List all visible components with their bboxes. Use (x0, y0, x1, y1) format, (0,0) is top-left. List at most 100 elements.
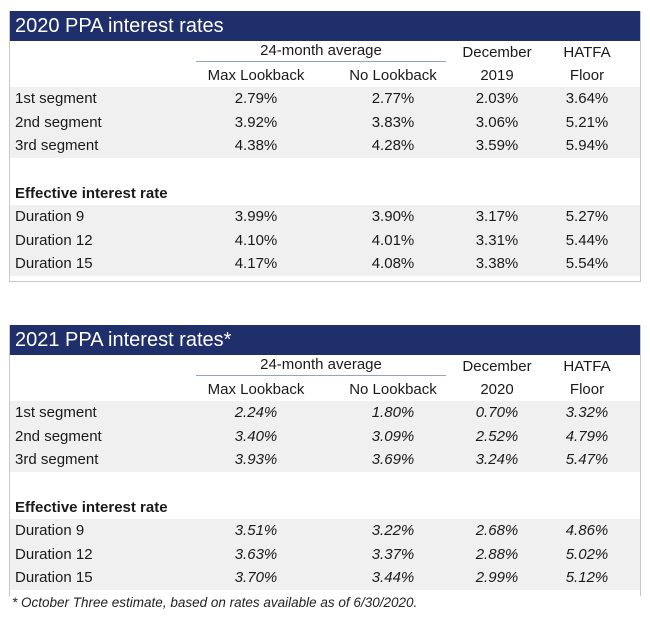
value-hatfa-floor: 5.21% (565, 113, 609, 131)
value-december: 3.59% (475, 137, 519, 154)
col3-header-top: December (462, 358, 532, 375)
col2-header: No Lookback (349, 67, 437, 84)
value-max-lookback: 3.99% (234, 208, 278, 225)
value-no-lookback: 3.90% (371, 208, 415, 225)
col3-header-bottom: 2019 (480, 67, 514, 84)
row-label: Duration 15 (15, 255, 93, 272)
effective-rate-heading: Effective interest rate (15, 498, 168, 516)
value-december: 3.24% (475, 451, 519, 468)
col4-header-bottom: Floor (569, 67, 605, 84)
value-hatfa-floor: 3.64% (565, 90, 609, 107)
header-row-top: 24-month average December HATFA (10, 355, 640, 378)
value-max-lookback: 3.70% (234, 569, 278, 586)
value-no-lookback: 4.08% (371, 255, 415, 272)
row-label: Duration 9 (15, 522, 85, 539)
value-hatfa-floor: 5.94% (565, 137, 609, 154)
col4-header-top: HATFA (563, 44, 611, 61)
value-no-lookback: 3.22% (371, 522, 415, 539)
spacer-row (10, 472, 640, 496)
table-row: Duration 9 3.99% 3.90% 3.17% 5.27% (10, 205, 640, 229)
value-no-lookback: 3.44% (371, 569, 415, 586)
value-max-lookback: 2.24% (234, 404, 278, 421)
table-row: 1st segment 2.79% 2.77% 2.03% 3.64% (10, 87, 640, 111)
effective-rate-heading: Effective interest rate (15, 184, 168, 202)
col3-header-bottom: 2020 (480, 381, 514, 398)
value-max-lookback: 3.63% (234, 545, 278, 563)
row-label: 2nd segment (15, 427, 102, 445)
footnote: * October Three estimate, based on rates… (12, 595, 418, 610)
row-label: 1st segment (15, 404, 97, 421)
value-max-lookback: 3.92% (234, 113, 278, 131)
row-label: 2nd segment (15, 113, 102, 131)
table-row: 2nd segment 3.40% 3.09% 2.52% 4.79% (10, 424, 640, 448)
value-hatfa-floor: 5.02% (565, 545, 609, 563)
section-heading-row: Effective interest rate (10, 496, 640, 520)
table-row: Duration 15 4.17% 4.08% 3.38% 5.54% (10, 252, 640, 276)
value-no-lookback: 3.37% (371, 545, 415, 563)
row-label: Duration 12 (15, 545, 93, 563)
row-label: Duration 15 (15, 569, 93, 586)
spacer-row (10, 158, 640, 182)
value-december: 2.03% (475, 90, 519, 107)
value-december: 3.31% (475, 231, 519, 249)
table-row: 1st segment 2.24% 1.80% 0.70% 3.32% (10, 401, 640, 425)
row-label: 3rd segment (15, 451, 99, 468)
col3-header-top: December (462, 44, 532, 61)
row-label: Duration 12 (15, 231, 93, 249)
table-row: Duration 12 4.10% 4.01% 3.31% 5.44% (10, 228, 640, 252)
value-no-lookback: 1.80% (371, 404, 415, 421)
value-december: 3.17% (475, 208, 519, 225)
value-max-lookback: 3.93% (234, 451, 278, 468)
value-hatfa-floor: 3.32% (565, 404, 609, 421)
group-header: 24-month average (196, 41, 446, 62)
table-row: Duration 15 3.70% 3.44% 2.99% 5.12% (10, 566, 640, 590)
col1-header: Max Lookback (207, 381, 305, 398)
section-heading-row: Effective interest rate (10, 182, 640, 206)
value-no-lookback: 3.69% (371, 451, 415, 468)
value-december: 0.70% (475, 404, 519, 421)
value-no-lookback: 3.83% (371, 113, 415, 131)
row-label: Duration 9 (15, 208, 85, 225)
value-hatfa-floor: 5.44% (565, 231, 609, 249)
table-row: 3rd segment 3.93% 3.69% 3.24% 5.47% (10, 448, 640, 472)
row-label: 3rd segment (15, 137, 99, 154)
value-no-lookback: 2.77% (371, 90, 415, 107)
value-december: 3.38% (475, 255, 519, 272)
table-title: 2020 PPA interest rates (10, 11, 640, 41)
value-no-lookback: 4.28% (371, 137, 415, 154)
value-hatfa-floor: 5.47% (565, 451, 609, 468)
value-max-lookback: 4.10% (234, 231, 278, 249)
value-hatfa-floor: 5.27% (565, 208, 609, 225)
col4-header-top: HATFA (563, 358, 611, 375)
table-row: 2nd segment 3.92% 3.83% 3.06% 5.21% (10, 110, 640, 134)
value-max-lookback: 4.38% (234, 137, 278, 154)
value-max-lookback: 3.40% (234, 427, 278, 445)
value-december: 2.52% (475, 427, 519, 445)
table-2020: 2020 PPA interest rates 24-month average… (9, 11, 641, 282)
value-no-lookback: 3.09% (371, 427, 415, 445)
table-title: 2021 PPA interest rates* (10, 325, 640, 355)
header-row-bottom: Max Lookback No Lookback 2019 Floor (10, 64, 640, 87)
value-december: 3.06% (475, 113, 519, 131)
value-hatfa-floor: 5.54% (565, 255, 609, 272)
table-row: Duration 12 3.63% 3.37% 2.88% 5.02% (10, 542, 640, 566)
value-max-lookback: 3.51% (234, 522, 278, 539)
value-hatfa-floor: 4.86% (565, 522, 609, 539)
value-max-lookback: 2.79% (234, 90, 278, 107)
value-no-lookback: 4.01% (371, 231, 415, 249)
value-december: 2.99% (475, 569, 519, 586)
table-row: 3rd segment 4.38% 4.28% 3.59% 5.94% (10, 134, 640, 158)
header-row-bottom: Max Lookback No Lookback 2020 Floor (10, 378, 640, 401)
header-row-top: 24-month average December HATFA (10, 41, 640, 64)
value-hatfa-floor: 5.12% (565, 569, 609, 586)
col1-header: Max Lookback (207, 67, 305, 84)
table-row: Duration 9 3.51% 3.22% 2.68% 4.86% (10, 519, 640, 543)
value-hatfa-floor: 4.79% (565, 427, 609, 445)
group-header: 24-month average (196, 355, 446, 376)
value-december: 2.88% (475, 545, 519, 563)
col2-header: No Lookback (349, 381, 437, 398)
row-label: 1st segment (15, 90, 97, 107)
col4-header-bottom: Floor (569, 381, 605, 398)
table-2021: 2021 PPA interest rates* 24-month averag… (9, 325, 641, 596)
value-december: 2.68% (475, 522, 519, 539)
